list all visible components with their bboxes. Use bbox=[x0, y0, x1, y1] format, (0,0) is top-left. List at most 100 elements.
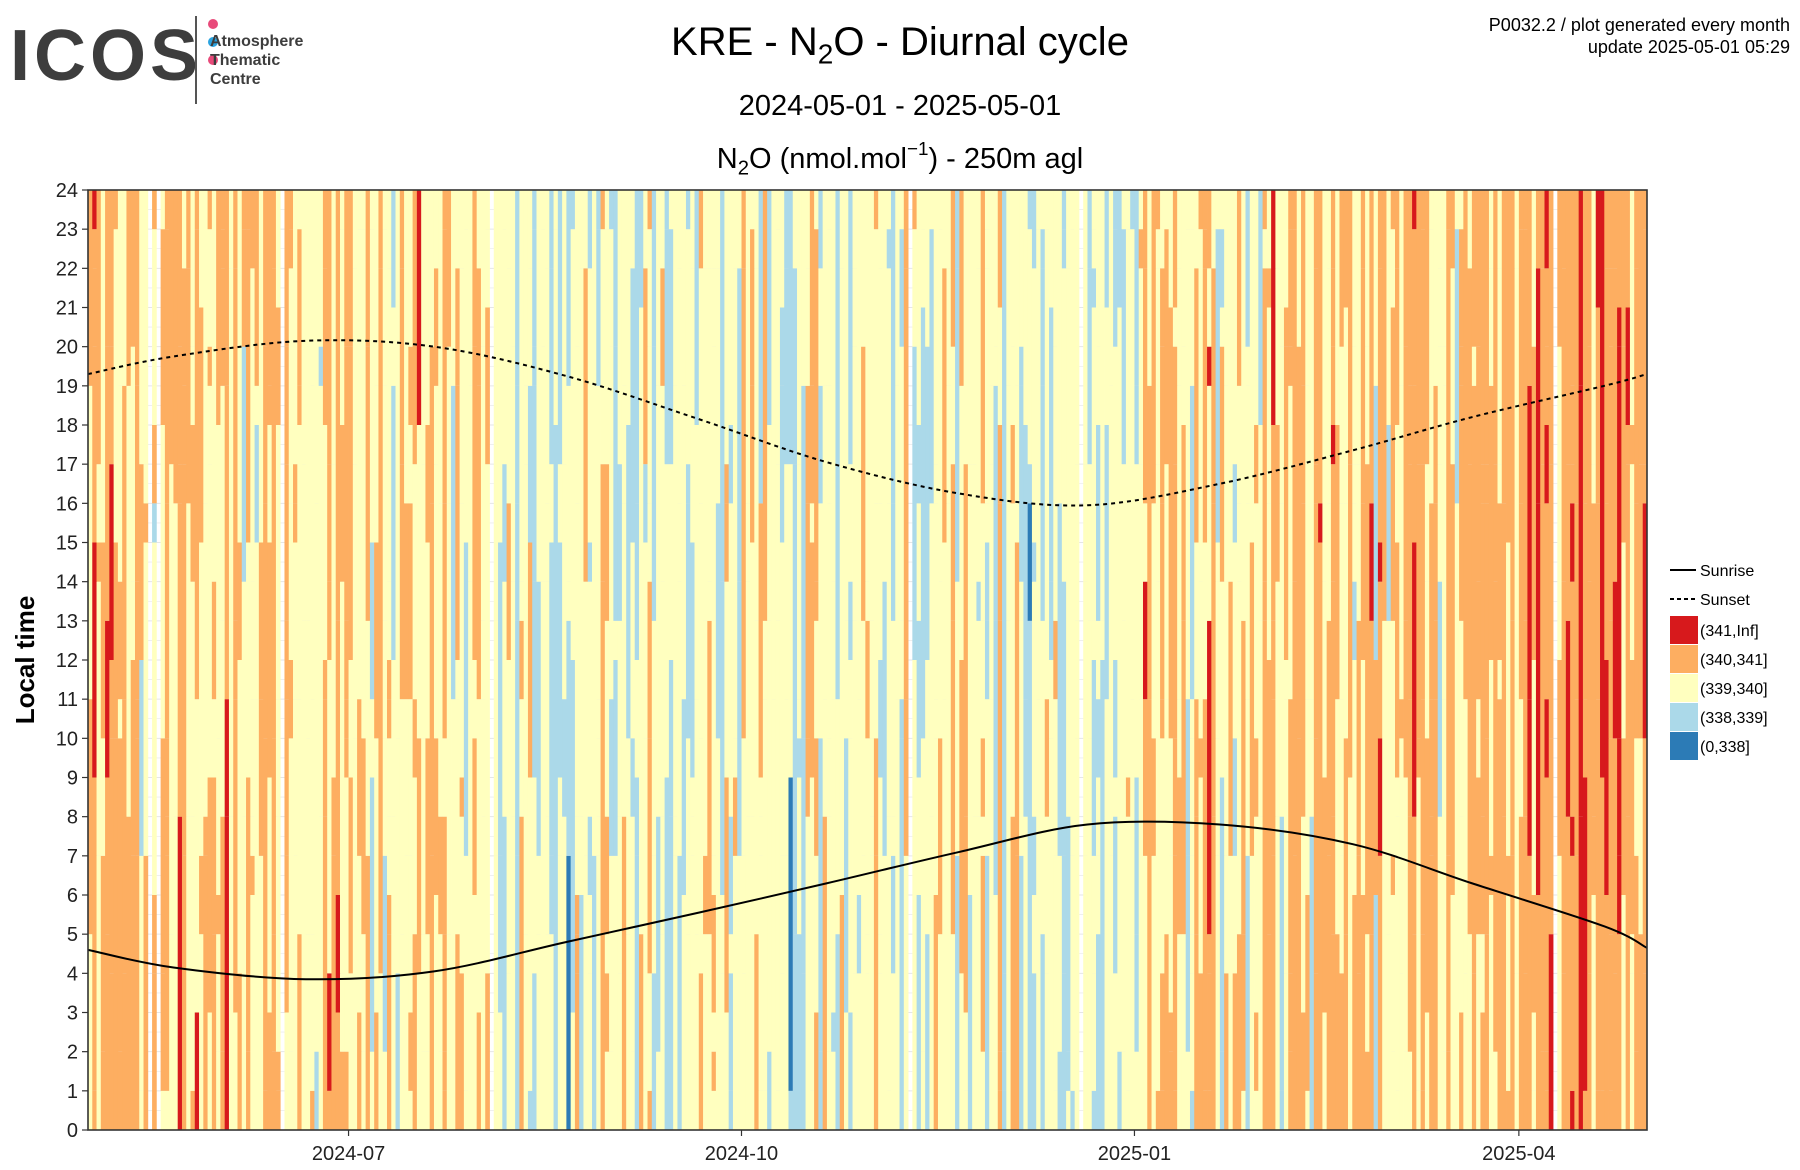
heatmap-cell bbox=[916, 503, 922, 621]
heatmap-cell bbox=[792, 190, 798, 269]
heatmap-cell bbox=[1241, 1012, 1246, 1091]
heatmap-cell bbox=[711, 268, 717, 347]
heatmap-cell bbox=[237, 973, 243, 1130]
heatmap-cell bbox=[788, 1090, 794, 1130]
heatmap-cell bbox=[310, 934, 315, 1091]
heatmap-cell bbox=[865, 738, 871, 935]
heatmap-cell bbox=[1031, 542, 1037, 582]
heatmap-cell bbox=[1625, 660, 1631, 817]
heatmap-cell bbox=[1365, 1051, 1370, 1130]
heatmap-cell bbox=[408, 190, 414, 308]
heatmap-cell bbox=[792, 464, 798, 778]
heatmap-cell bbox=[1091, 1090, 1097, 1130]
heatmap-cell bbox=[848, 190, 853, 308]
heatmap-cell bbox=[1053, 777, 1058, 856]
heatmap-cell bbox=[1211, 190, 1216, 269]
heatmap-cell bbox=[989, 464, 994, 700]
heatmap-cell bbox=[498, 855, 503, 1013]
heatmap-cell bbox=[1612, 268, 1618, 582]
heatmap-cell bbox=[1113, 660, 1118, 778]
heatmap-cell bbox=[745, 816, 751, 1013]
heatmap-cell bbox=[801, 738, 806, 974]
heatmap-cell bbox=[1108, 385, 1114, 543]
heatmap-cell bbox=[263, 346, 268, 504]
heatmap-cell bbox=[711, 620, 717, 856]
heatmap-cell bbox=[1540, 190, 1545, 269]
heatmap-cell bbox=[1318, 503, 1323, 543]
heatmap-cell bbox=[1523, 973, 1528, 1130]
heatmap-cell bbox=[1450, 1012, 1456, 1130]
heatmap-cell bbox=[433, 895, 439, 1130]
heatmap-cell bbox=[344, 777, 349, 1052]
heatmap-cell bbox=[160, 973, 166, 1091]
heatmap-cell bbox=[1377, 738, 1383, 856]
heatmap-cell bbox=[826, 425, 832, 504]
heatmap-cell bbox=[1121, 229, 1127, 465]
heatmap-cell bbox=[246, 1051, 251, 1130]
heatmap-cell bbox=[831, 699, 836, 1013]
heatmap-cell bbox=[1245, 385, 1251, 504]
heatmap-cell bbox=[1544, 777, 1550, 1052]
heatmap-cell bbox=[416, 738, 422, 778]
heatmap-cell bbox=[263, 542, 268, 739]
heatmap-cell bbox=[1134, 1051, 1140, 1130]
heatmap-cell bbox=[1561, 307, 1567, 543]
heatmap-cell bbox=[856, 895, 862, 974]
heatmap-cell bbox=[1207, 1090, 1212, 1130]
heatmap-cell bbox=[1301, 816, 1306, 895]
heatmap-cell bbox=[519, 190, 525, 425]
heatmap-cell bbox=[647, 346, 653, 504]
heatmap-cell bbox=[1254, 1090, 1259, 1130]
sunset-line bbox=[87, 339, 1648, 507]
logo-line-1: Atmosphere bbox=[210, 33, 304, 50]
heatmap-cell bbox=[1480, 934, 1486, 1013]
heatmap-cell bbox=[711, 1051, 717, 1091]
heatmap-cell bbox=[1617, 660, 1622, 739]
heatmap-cell bbox=[549, 464, 554, 543]
heatmap-cell bbox=[626, 425, 631, 739]
heatmap-cell bbox=[1518, 190, 1524, 230]
heatmap-cell bbox=[1412, 542, 1417, 817]
heatmap-cell bbox=[856, 699, 862, 895]
heatmap-cell bbox=[1091, 855, 1097, 895]
heatmap-cell bbox=[1348, 190, 1353, 465]
heatmap-cell bbox=[519, 581, 525, 621]
heatmap-cell bbox=[263, 503, 268, 543]
heatmap-cell bbox=[395, 190, 401, 425]
heatmap-cell bbox=[1262, 895, 1268, 1130]
heatmap-cell bbox=[592, 385, 597, 543]
heatmap-cell bbox=[604, 1051, 610, 1130]
heatmap-cell bbox=[1224, 855, 1229, 974]
heatmap-cell bbox=[284, 190, 290, 347]
heatmap-cell bbox=[250, 816, 255, 856]
heatmap-cell bbox=[532, 581, 537, 778]
heatmap-cell bbox=[946, 503, 952, 778]
heatmap-cell bbox=[190, 581, 196, 817]
heatmap-cell bbox=[1638, 190, 1644, 308]
heatmap-cell bbox=[1484, 503, 1490, 660]
heatmap-cell bbox=[1019, 385, 1024, 582]
heatmap-cell bbox=[1360, 503, 1366, 660]
heatmap-cell bbox=[181, 660, 187, 856]
heatmap-cell bbox=[937, 229, 943, 308]
heatmap-cell bbox=[745, 190, 751, 504]
heatmap-cell bbox=[160, 229, 166, 425]
heatmap-cell bbox=[399, 464, 405, 700]
heatmap-cell bbox=[728, 816, 734, 935]
heatmap-cell bbox=[1207, 385, 1212, 621]
heatmap-cell bbox=[562, 660, 567, 700]
heatmap-cell bbox=[1608, 1090, 1614, 1130]
heatmap-cell bbox=[322, 699, 328, 817]
heatmap-cell bbox=[1172, 1090, 1178, 1130]
heatmap-cell bbox=[878, 777, 883, 935]
heatmap-cell bbox=[1420, 699, 1426, 935]
heatmap-cell bbox=[976, 581, 982, 621]
heatmap-cell bbox=[340, 425, 345, 582]
heatmap-cell bbox=[886, 229, 892, 269]
heatmap-cell bbox=[194, 1012, 200, 1130]
heatmap-cell bbox=[1113, 973, 1118, 1013]
heatmap-cell bbox=[425, 738, 431, 895]
heatmap-cell bbox=[865, 190, 871, 308]
heatmap-cell bbox=[1083, 190, 1088, 465]
heatmap-cell bbox=[152, 581, 157, 700]
